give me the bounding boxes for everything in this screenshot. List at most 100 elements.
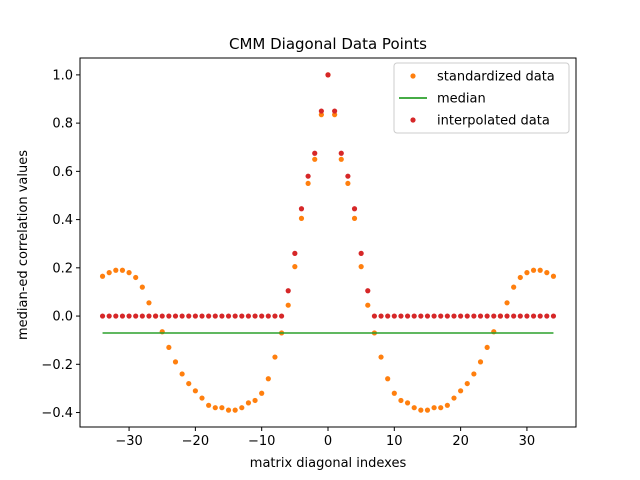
standardized-data-point bbox=[239, 405, 245, 411]
standardized-data-point bbox=[332, 112, 338, 118]
standardized-data-point bbox=[464, 380, 470, 387]
y-tick-label: −0.2 bbox=[41, 358, 73, 373]
interpolated-data-point bbox=[318, 108, 324, 114]
standardized-data-point bbox=[338, 156, 344, 162]
standardized-data-point bbox=[438, 405, 444, 411]
standardized-data-point bbox=[418, 407, 424, 413]
interpolated-data-point bbox=[278, 313, 285, 319]
standardized-data-point bbox=[146, 300, 152, 306]
standardized-data-point bbox=[252, 397, 258, 404]
standardized-data-point bbox=[318, 112, 324, 118]
legend: standardized data median interpolated data bbox=[393, 62, 570, 134]
plot-area bbox=[79, 57, 577, 428]
interpolated-data-point bbox=[199, 313, 205, 319]
interpolated-data-point bbox=[239, 313, 245, 319]
interpolated-data-point bbox=[378, 313, 384, 319]
standardized-data-point bbox=[285, 302, 291, 308]
x-tick-label: 10 bbox=[386, 434, 403, 449]
x-tick-label: −20 bbox=[182, 434, 209, 449]
interpolated-data-point bbox=[444, 313, 450, 319]
standardized-data-point bbox=[391, 390, 397, 396]
standardized-data-point bbox=[133, 274, 139, 281]
interpolated-data-point bbox=[458, 313, 464, 319]
legend-standardized-data-label: standardized data bbox=[437, 70, 555, 85]
standardized-data-point bbox=[219, 405, 225, 411]
standardized-data-point bbox=[484, 344, 490, 351]
interpolated-data-point bbox=[126, 313, 132, 319]
standardized-data-point bbox=[305, 180, 311, 187]
interpolated-data-point bbox=[537, 313, 543, 319]
interpolated-data-point bbox=[265, 313, 271, 319]
interpolated-data-point bbox=[471, 313, 477, 319]
standardized-data-point bbox=[385, 376, 391, 382]
standardized-data-point bbox=[225, 407, 232, 413]
interpolated-data-point bbox=[438, 313, 444, 319]
interpolated-data-point bbox=[133, 313, 139, 319]
interpolated-data-point bbox=[351, 206, 358, 212]
interpolated-data-point bbox=[391, 313, 397, 319]
interpolated-data-point bbox=[411, 313, 417, 319]
legend-standardized-data-marker bbox=[410, 73, 416, 79]
y-tick-label: 0.8 bbox=[52, 117, 73, 132]
interpolated-data-point bbox=[225, 313, 232, 319]
y-tick-label: 0.0 bbox=[52, 310, 73, 325]
interpolated-data-point bbox=[431, 313, 437, 319]
interpolated-data-point bbox=[106, 313, 112, 319]
interpolated-data-point bbox=[252, 313, 258, 319]
interpolated-data-point bbox=[524, 313, 530, 319]
standardized-data-point bbox=[358, 264, 364, 270]
standardized-data-point bbox=[411, 405, 417, 411]
standardized-data-point bbox=[537, 267, 543, 273]
x-tick-label: 20 bbox=[452, 434, 469, 449]
interpolated-data-point bbox=[166, 313, 172, 319]
y-tick-label: 0.4 bbox=[52, 213, 73, 228]
interpolated-data-point bbox=[345, 173, 351, 179]
interpolated-data-point bbox=[385, 313, 391, 319]
standardized-data-point bbox=[431, 405, 437, 411]
interpolated-data-point bbox=[99, 313, 106, 319]
x-tick-label: 30 bbox=[519, 434, 536, 449]
x-axis-label: matrix diagonal indexes bbox=[250, 456, 407, 471]
interpolated-data-point bbox=[179, 313, 185, 319]
interpolated-data-point bbox=[312, 150, 318, 156]
y-tick-label: 1.0 bbox=[52, 68, 73, 83]
standardized-data-point bbox=[424, 407, 431, 413]
interpolated-data-point bbox=[530, 313, 537, 319]
interpolated-data-point bbox=[232, 313, 238, 319]
interpolated-data-point bbox=[305, 173, 311, 179]
interpolated-data-point bbox=[464, 313, 470, 319]
interpolated-data-point bbox=[491, 313, 497, 319]
standardized-data-point bbox=[458, 388, 464, 394]
interpolated-data-point bbox=[511, 313, 517, 319]
standardized-data-point bbox=[139, 284, 145, 290]
interpolated-data-point bbox=[497, 313, 504, 319]
chart-title: CMM Diagonal Data Points bbox=[229, 35, 427, 53]
standardized-data-point bbox=[365, 302, 371, 308]
standardized-data-point bbox=[265, 376, 271, 382]
interpolated-data-point bbox=[298, 206, 305, 212]
legend-box bbox=[393, 62, 570, 134]
standardized-data-point bbox=[192, 388, 198, 394]
standardized-data-point bbox=[511, 284, 517, 290]
interpolated-data-point bbox=[504, 313, 510, 319]
standardized-data-point bbox=[544, 270, 550, 276]
y-tick-label: 0.6 bbox=[52, 165, 73, 180]
interpolated-data-point bbox=[259, 313, 265, 319]
standardized-data-point bbox=[451, 395, 457, 401]
interpolated-data-point bbox=[285, 288, 291, 294]
standardized-data-point bbox=[206, 402, 212, 408]
standardized-data-point bbox=[199, 395, 205, 401]
y-tick-label: −0.4 bbox=[41, 406, 73, 421]
standardized-data-point bbox=[471, 371, 477, 377]
standardized-data-point bbox=[345, 180, 351, 187]
interpolated-data-point bbox=[192, 313, 198, 319]
x-tick-label: 0 bbox=[324, 434, 332, 449]
standardized-data-point bbox=[550, 273, 557, 279]
standardized-data-point bbox=[113, 267, 119, 273]
x-axis: −30 −20 −10 0 10 20 30 bbox=[115, 427, 535, 449]
standardized-data-point bbox=[172, 359, 179, 365]
standardized-data-point bbox=[106, 270, 112, 276]
x-tick-label: −30 bbox=[115, 434, 142, 449]
interpolated-data-point bbox=[484, 313, 490, 319]
standardized-data-point bbox=[99, 273, 106, 279]
